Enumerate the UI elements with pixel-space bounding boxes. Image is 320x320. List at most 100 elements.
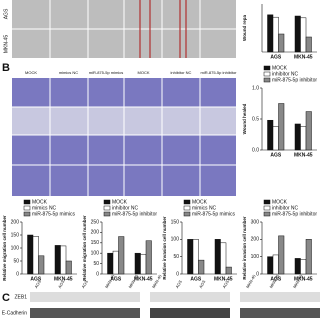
bar	[300, 17, 307, 53]
bar	[294, 123, 301, 151]
legend-label: inhibitor NC	[272, 205, 299, 211]
legend-label: miR-875-5p mimics	[32, 211, 76, 217]
legend-label: inhibitor NC	[112, 205, 139, 211]
legend-swatch	[103, 211, 111, 217]
y-axis-label: Relative invasion cell number	[162, 216, 167, 280]
bar	[220, 242, 227, 275]
row-label: AGS	[3, 8, 9, 19]
x-tick-label: MKN-45	[54, 276, 73, 282]
y-tick-label: 0.5	[252, 116, 259, 122]
bar	[225, 266, 232, 275]
legend-label: mimics NC	[192, 205, 217, 211]
panel-label: C	[2, 292, 10, 304]
legend-label: MOCK	[112, 199, 128, 205]
legend-swatch	[23, 211, 31, 217]
x-tick-label: MKN-45	[294, 54, 313, 60]
column-label: miR-875-5p inhibitor	[200, 70, 237, 75]
y-tick-label: 50	[93, 261, 99, 267]
legend-swatch	[263, 211, 271, 217]
blot-strip	[150, 308, 230, 318]
bar	[272, 126, 279, 151]
y-tick-label: 200	[11, 219, 20, 225]
x-tick-label: AGS	[270, 276, 282, 282]
x-tick-label: AGS	[270, 54, 282, 60]
bar	[134, 252, 141, 275]
lane-label: AGS	[57, 279, 66, 289]
x-tick-label: AGS	[110, 276, 122, 282]
blot-strip	[240, 308, 320, 318]
bar	[32, 236, 39, 275]
transwell-images	[12, 78, 236, 196]
y-tick-label: 100	[11, 245, 20, 251]
x-tick-label: MKN-45	[294, 276, 313, 282]
y-tick-label: 100	[91, 251, 100, 257]
x-tick-label: MKN-45	[294, 152, 313, 158]
legend-label: MOCK	[32, 199, 48, 205]
y-tick-label: 300	[251, 219, 260, 225]
y-tick-label: 200	[251, 237, 260, 243]
protein-label: ZEB1	[14, 294, 27, 300]
x-tick-label: AGS	[270, 152, 282, 158]
bar	[272, 254, 279, 275]
legend-swatch	[183, 199, 191, 205]
legend-swatch	[183, 211, 191, 217]
legend-swatch	[103, 199, 111, 205]
y-axis-label: Relative invasion cell number	[242, 216, 247, 280]
lane-label: AGS	[33, 279, 42, 289]
legend-swatch	[183, 205, 191, 211]
legend-label: miR-875-5p inhibitor	[112, 211, 157, 217]
bar	[305, 36, 312, 53]
x-tick-label: AGS	[30, 276, 42, 282]
lane-label: AGS	[221, 279, 230, 289]
y-tick-label: 0	[256, 271, 259, 277]
legend-label: inhibitor NC	[272, 71, 299, 77]
column-label: MOCK	[138, 70, 150, 75]
bar	[294, 258, 301, 275]
bar	[192, 239, 199, 275]
bar	[198, 259, 205, 275]
y-axis-label: Relative migration cell number	[2, 215, 7, 281]
x-tick-label: MKN-45	[214, 276, 233, 282]
bar	[294, 15, 301, 53]
panel-label: B	[2, 62, 10, 74]
legend-swatch	[263, 77, 271, 83]
row-label: MKN-45	[3, 35, 9, 54]
bar	[60, 245, 67, 275]
legend-swatch	[263, 199, 271, 205]
legend-swatch	[263, 65, 271, 71]
blot-strip	[30, 292, 140, 302]
bar	[267, 14, 274, 53]
legend-swatch	[263, 205, 271, 211]
legend-label: mimics NC	[32, 205, 57, 211]
y-tick-label: 100	[171, 237, 180, 243]
legend-label: miR-875-5p inhibitor	[272, 77, 317, 83]
y-tick-label: 1.0	[252, 85, 259, 91]
lane-label: AGS	[174, 279, 183, 289]
y-axis-label: Wound healed	[242, 103, 247, 134]
legend-swatch	[23, 199, 31, 205]
y-tick-label: 250	[91, 219, 100, 225]
bar	[300, 126, 307, 151]
bar	[305, 239, 312, 275]
bar	[38, 255, 45, 275]
y-axis-label: Wound repa	[242, 15, 247, 41]
bar	[112, 250, 119, 275]
blot-strip	[30, 308, 140, 318]
legend-swatch	[23, 205, 31, 211]
y-tick-label: 50	[13, 258, 19, 264]
blot	[30, 292, 320, 318]
bar	[267, 256, 274, 275]
bar	[300, 259, 307, 275]
bar	[107, 252, 114, 275]
bar	[27, 234, 34, 275]
blot-strip	[150, 292, 230, 302]
legend-label: MOCK	[272, 199, 288, 205]
y-axis-label: Relative migration cell number	[82, 215, 87, 281]
bar	[118, 236, 125, 275]
bar	[278, 33, 285, 53]
column-label: MOCK	[25, 70, 37, 75]
bar	[267, 119, 274, 151]
y-tick-label: 150	[11, 232, 20, 238]
bar	[272, 16, 279, 53]
